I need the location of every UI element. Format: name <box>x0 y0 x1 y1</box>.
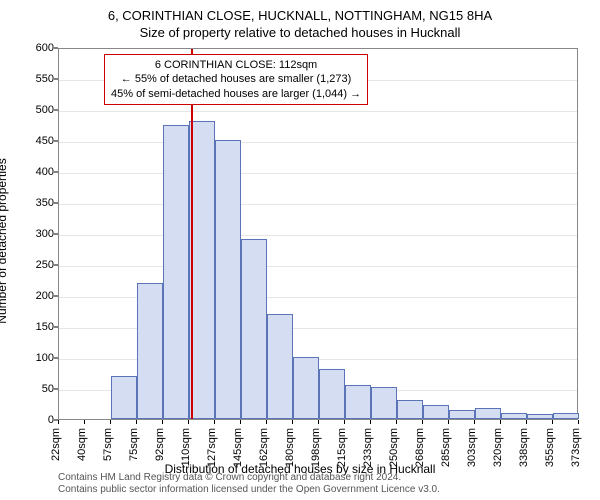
xtick-mark <box>240 420 241 424</box>
chart-plot-area: 6 CORINTHIAN CLOSE: 112sqm ← 55% of deta… <box>58 48 578 420</box>
xtick-mark <box>188 420 189 424</box>
xtick-mark <box>292 420 293 424</box>
ytick-label: 50 <box>0 383 54 395</box>
gridline <box>59 204 577 205</box>
ytick-label: 100 <box>0 352 54 364</box>
xtick-mark <box>578 420 579 424</box>
histogram-bar <box>111 376 137 419</box>
ytick-label: 600 <box>0 42 54 54</box>
xtick-mark <box>162 420 163 424</box>
xtick-mark <box>110 420 111 424</box>
gridline <box>59 111 577 112</box>
ytick-label: 350 <box>0 197 54 209</box>
xtick-mark <box>214 420 215 424</box>
ytick-label: 150 <box>0 321 54 333</box>
annotation-line3: 45% of semi-detached houses are larger (… <box>111 87 361 101</box>
annotation-line1: 6 CORINTHIAN CLOSE: 112sqm <box>111 58 361 72</box>
ytick-label: 450 <box>0 135 54 147</box>
histogram-bar <box>527 414 553 419</box>
gridline <box>59 173 577 174</box>
annotation-box: 6 CORINTHIAN CLOSE: 112sqm ← 55% of deta… <box>104 54 368 105</box>
xtick-mark <box>318 420 319 424</box>
xtick-mark <box>58 420 59 424</box>
chart-title-line1: 6, CORINTHIAN CLOSE, HUCKNALL, NOTTINGHA… <box>0 0 600 23</box>
chart-title-line2: Size of property relative to detached ho… <box>0 23 600 40</box>
copyright-line1: Contains HM Land Registry data © Crown c… <box>58 472 440 484</box>
histogram-bar <box>215 140 241 419</box>
gridline <box>59 235 577 236</box>
ytick-label: 400 <box>0 166 54 178</box>
histogram-bar <box>501 413 527 419</box>
histogram-bar <box>293 357 319 419</box>
ytick-label: 300 <box>0 228 54 240</box>
xtick-mark <box>370 420 371 424</box>
xtick-mark <box>266 420 267 424</box>
ytick-label: 500 <box>0 104 54 116</box>
xtick-mark <box>474 420 475 424</box>
histogram-bar <box>137 283 163 419</box>
histogram-bar <box>319 369 345 419</box>
xtick-mark <box>448 420 449 424</box>
histogram-bar <box>449 410 475 419</box>
xtick-mark <box>500 420 501 424</box>
xtick-mark <box>396 420 397 424</box>
ytick-label: 250 <box>0 259 54 271</box>
xtick-mark <box>136 420 137 424</box>
copyright-line2: Contains public sector information licen… <box>58 484 440 496</box>
xtick-mark <box>526 420 527 424</box>
xtick-mark <box>344 420 345 424</box>
histogram-bar <box>553 413 579 419</box>
xtick-mark <box>84 420 85 424</box>
histogram-bar <box>371 387 397 419</box>
ytick-label: 200 <box>0 290 54 302</box>
histogram-bar <box>163 125 189 420</box>
ytick-label: 550 <box>0 73 54 85</box>
chart-container: 6, CORINTHIAN CLOSE, HUCKNALL, NOTTINGHA… <box>0 0 600 500</box>
xtick-mark <box>552 420 553 424</box>
gridline <box>59 266 577 267</box>
histogram-bar <box>267 314 293 419</box>
annotation-line2: ← 55% of detached houses are smaller (1,… <box>111 72 361 86</box>
ytick-label: 0 <box>0 414 54 426</box>
gridline <box>59 142 577 143</box>
histogram-bar <box>423 405 449 419</box>
histogram-bar <box>397 400 423 419</box>
xtick-mark <box>422 420 423 424</box>
histogram-bar <box>345 385 371 419</box>
histogram-bar <box>241 239 267 419</box>
histogram-bar <box>475 408 501 419</box>
copyright-notice: Contains HM Land Registry data © Crown c… <box>58 472 440 496</box>
